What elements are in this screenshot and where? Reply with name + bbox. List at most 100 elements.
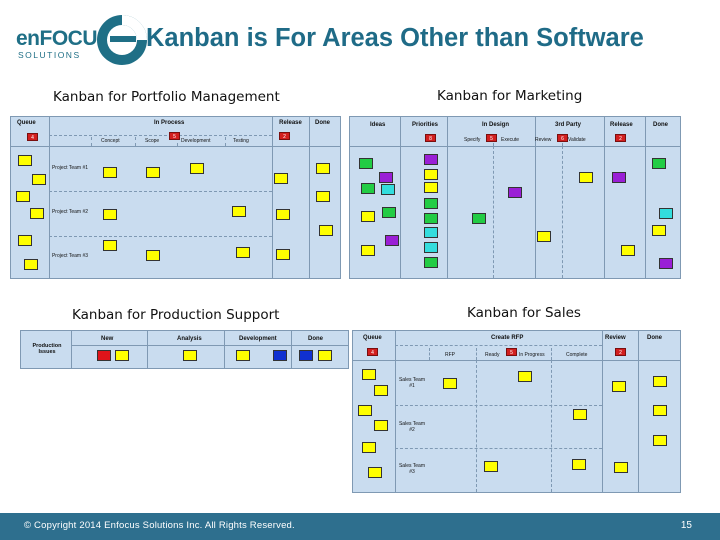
card[interactable] <box>319 225 333 236</box>
card[interactable] <box>374 420 388 431</box>
card[interactable] <box>232 206 246 217</box>
card[interactable] <box>146 167 160 178</box>
subheader-review: Review <box>535 137 552 143</box>
card[interactable] <box>361 245 375 256</box>
header-new: New <box>101 336 114 342</box>
card[interactable] <box>362 442 376 453</box>
card[interactable] <box>374 385 388 396</box>
card[interactable] <box>424 198 438 209</box>
card[interactable] <box>537 231 551 242</box>
card[interactable] <box>424 182 438 193</box>
card[interactable] <box>614 462 628 473</box>
subheader-complete: Complete <box>566 352 588 358</box>
wip-limit-in-process: 5 <box>169 132 180 140</box>
card[interactable] <box>358 405 372 416</box>
card[interactable] <box>385 235 399 246</box>
subheader-rfp: RFP <box>445 352 455 358</box>
card[interactable] <box>274 173 288 184</box>
header-done: Done <box>315 120 330 126</box>
card[interactable] <box>146 250 160 261</box>
wip-limit-create-rfp: 5 <box>506 348 517 356</box>
wip-limit-in-design: 5 <box>486 134 497 142</box>
header-priorities: Priorities <box>412 122 439 128</box>
subheader-concept: Concept <box>101 138 120 144</box>
production-label: Kanban for Production Support <box>72 307 280 323</box>
wip-limit-queue: 4 <box>367 348 378 356</box>
card[interactable] <box>97 350 111 361</box>
card[interactable] <box>236 350 250 361</box>
card[interactable] <box>652 158 666 169</box>
card[interactable] <box>382 207 396 218</box>
header-queue: Queue <box>17 120 36 126</box>
wip-limit-queue: 4 <box>27 133 38 141</box>
header-create-rfp: Create RFP <box>491 335 524 341</box>
card[interactable] <box>621 245 635 256</box>
card[interactable] <box>424 154 438 165</box>
card[interactable] <box>24 259 38 270</box>
card[interactable] <box>273 350 287 361</box>
card[interactable] <box>472 213 486 224</box>
card[interactable] <box>579 172 593 183</box>
card[interactable] <box>183 350 197 361</box>
card[interactable] <box>653 435 667 446</box>
card[interactable] <box>361 211 375 222</box>
card[interactable] <box>361 183 375 194</box>
card[interactable] <box>30 208 44 219</box>
card[interactable] <box>359 158 373 169</box>
card[interactable] <box>236 247 250 258</box>
card[interactable] <box>316 163 330 174</box>
card[interactable] <box>508 187 522 198</box>
card[interactable] <box>424 242 438 253</box>
row-label: Project Team #3 <box>51 253 89 259</box>
page-number: 15 <box>680 520 692 531</box>
card[interactable] <box>653 405 667 416</box>
card[interactable] <box>115 350 129 361</box>
card[interactable] <box>484 461 498 472</box>
card[interactable] <box>652 225 666 236</box>
header-ideas: Ideas <box>370 122 386 128</box>
header-development: Development <box>239 336 277 342</box>
card[interactable] <box>424 227 438 238</box>
slide-title: Kanban is For Areas Other than Software <box>146 24 644 52</box>
card[interactable] <box>18 235 32 246</box>
card[interactable] <box>316 191 330 202</box>
card[interactable] <box>368 467 382 478</box>
card[interactable] <box>381 184 395 195</box>
footer-bar: © Copyright 2014 Enfocus Solutions Inc. … <box>0 513 720 540</box>
card[interactable] <box>379 172 393 183</box>
header-third-party: 3rd Party <box>555 122 582 128</box>
header-done: Done <box>647 335 662 341</box>
row-label: Sales Team #1 <box>398 377 426 389</box>
card[interactable] <box>612 172 626 183</box>
card[interactable] <box>424 169 438 180</box>
card[interactable] <box>659 208 673 219</box>
wip-limit-review: 2 <box>615 348 626 356</box>
card[interactable] <box>190 163 204 174</box>
subheader-scope: Scope <box>145 138 160 144</box>
card[interactable] <box>32 174 46 185</box>
card[interactable] <box>573 409 587 420</box>
wip-limit-release: 2 <box>279 132 290 140</box>
card[interactable] <box>276 249 290 260</box>
card[interactable] <box>572 459 586 470</box>
marketing-label: Kanban for Marketing <box>437 88 583 104</box>
card[interactable] <box>18 155 32 166</box>
card[interactable] <box>659 258 673 269</box>
card[interactable] <box>299 350 313 361</box>
header-done: Done <box>653 122 668 128</box>
header-analysis: Analysis <box>177 336 202 342</box>
card[interactable] <box>612 381 626 392</box>
card[interactable] <box>653 376 667 387</box>
card[interactable] <box>424 213 438 224</box>
card[interactable] <box>103 240 117 251</box>
card[interactable] <box>443 378 457 389</box>
card[interactable] <box>276 209 290 220</box>
card[interactable] <box>16 191 30 202</box>
wip-limit-third-party: 6 <box>557 134 568 142</box>
card[interactable] <box>318 350 332 361</box>
card[interactable] <box>103 167 117 178</box>
card[interactable] <box>362 369 376 380</box>
card[interactable] <box>518 371 532 382</box>
card[interactable] <box>103 209 117 220</box>
card[interactable] <box>424 257 438 268</box>
